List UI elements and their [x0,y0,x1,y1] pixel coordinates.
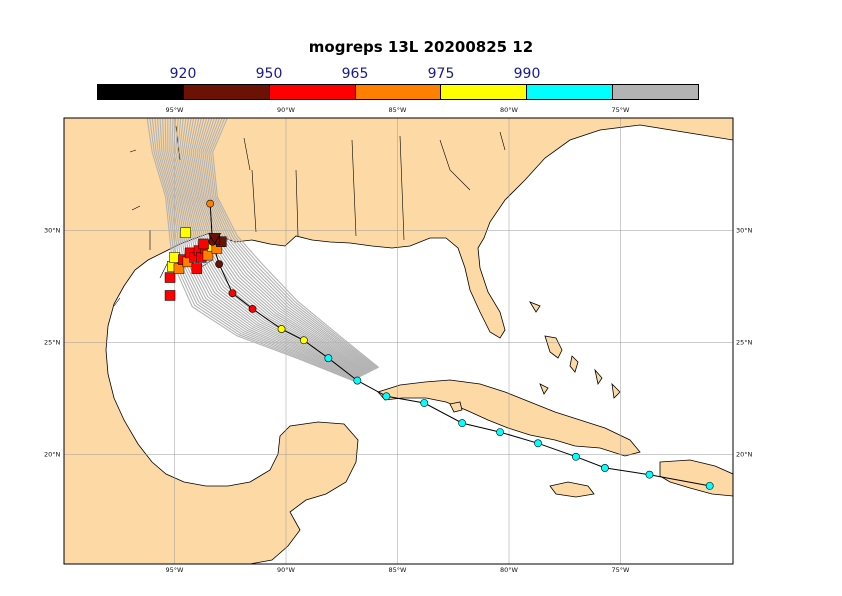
latitude-tick-label: 30°N [736,227,753,235]
latitude-tick-label: 30°N [44,227,61,235]
longitude-tick-label: 90°W [277,566,296,574]
longitude-tick-label: 95°W [166,566,185,574]
longitude-tick-label: 85°W [389,566,408,574]
colorbar-segment [98,85,184,99]
ensemble-track [164,118,360,379]
ensemble-track [206,118,377,370]
landfall-markers [164,227,227,301]
ensemble-track [196,118,373,372]
pressure-colorbar [97,84,699,100]
colorbar-segment [527,85,614,99]
longitude-tick-label: 75°W [612,106,631,114]
landfall-marker [169,252,180,263]
ensemble-track [208,118,378,369]
hispaniola-island [659,459,733,497]
track-position-marker [705,481,714,490]
ensemble-track [159,118,358,380]
colorbar-label-920: 920 [169,66,197,82]
track-position-marker [324,354,333,363]
longitude-tick-label: 90°W [277,106,296,114]
latitude-tick-label: 25°N [736,339,753,347]
chart-title: mogreps 13L 20200825 12 [308,38,534,56]
landfall-marker [164,290,176,301]
landfall-marker [164,272,176,283]
colorbar-label-950: 950 [255,66,283,82]
landfall-triangle-marker [208,233,222,245]
latitude-tick-label: 25°N [44,339,61,347]
colorbar-segment [183,85,270,99]
longitude-tick-label: 85°W [389,106,408,114]
track-markers [206,199,714,490]
track-position-marker [534,439,542,448]
track-position-marker [572,452,580,461]
landfall-marker [180,227,191,238]
track-position-marker [206,199,215,208]
track-position-marker [277,325,286,333]
ensemble-track [212,118,380,369]
track-position-marker [600,464,609,472]
landfall-marker [173,263,185,274]
colorbar-label-990: 990 [513,66,541,82]
isle-of-youth [449,401,463,413]
jamaica-island [549,481,595,498]
track-position-marker [248,304,257,313]
ensemble-track [167,118,360,378]
landfall-marker [198,238,209,250]
ensemble-track [210,118,379,369]
colorbar-segment [355,85,442,99]
colorbar-segment [441,85,528,99]
ensemble-track [173,118,363,377]
track-position-marker [458,419,467,428]
colorbar-segment [613,85,699,99]
track-position-marker [299,336,308,345]
latitude-tick-label: 20°N [736,451,753,459]
track-position-marker [353,376,362,385]
colorbar-label-975: 975 [427,66,455,82]
colorbar-label-965: 965 [341,66,369,82]
track-position-marker [382,392,391,401]
axis-tick-labels: 95°W 95°W 90°W 90°W 85°W 85°W 80°W 80°W 75°W 75°W… [44,106,753,574]
longitude-tick-label: 95°W [166,106,185,114]
track-position-marker [215,260,223,268]
ensemble-track [202,118,375,371]
landfall-marker [202,249,214,261]
ensemble-track [171,118,362,377]
colorbar-segment [269,85,356,99]
ensemble-track [204,118,376,370]
track-position-marker [645,470,654,479]
landfall-marker [191,263,203,274]
ensemble-track [194,118,372,372]
track-position-marker [420,399,429,407]
longitude-tick-label: 80°W [500,106,519,114]
track-position-marker [496,428,504,436]
longitude-tick-label: 75°W [612,566,631,574]
track-position-marker [228,289,237,298]
ensemble-track [151,118,355,381]
ensemble-track [200,118,375,371]
ensemble-track [156,118,357,380]
bahamas-islands [529,301,621,399]
ensemble-track [149,118,354,381]
map-frame [63,117,734,565]
ensemble-track [190,118,370,373]
latitude-tick-label: 20°N [44,451,61,459]
ensemble-track [188,118,370,374]
longitude-tick-label: 80°W [500,566,519,574]
ensemble-track [177,118,365,376]
